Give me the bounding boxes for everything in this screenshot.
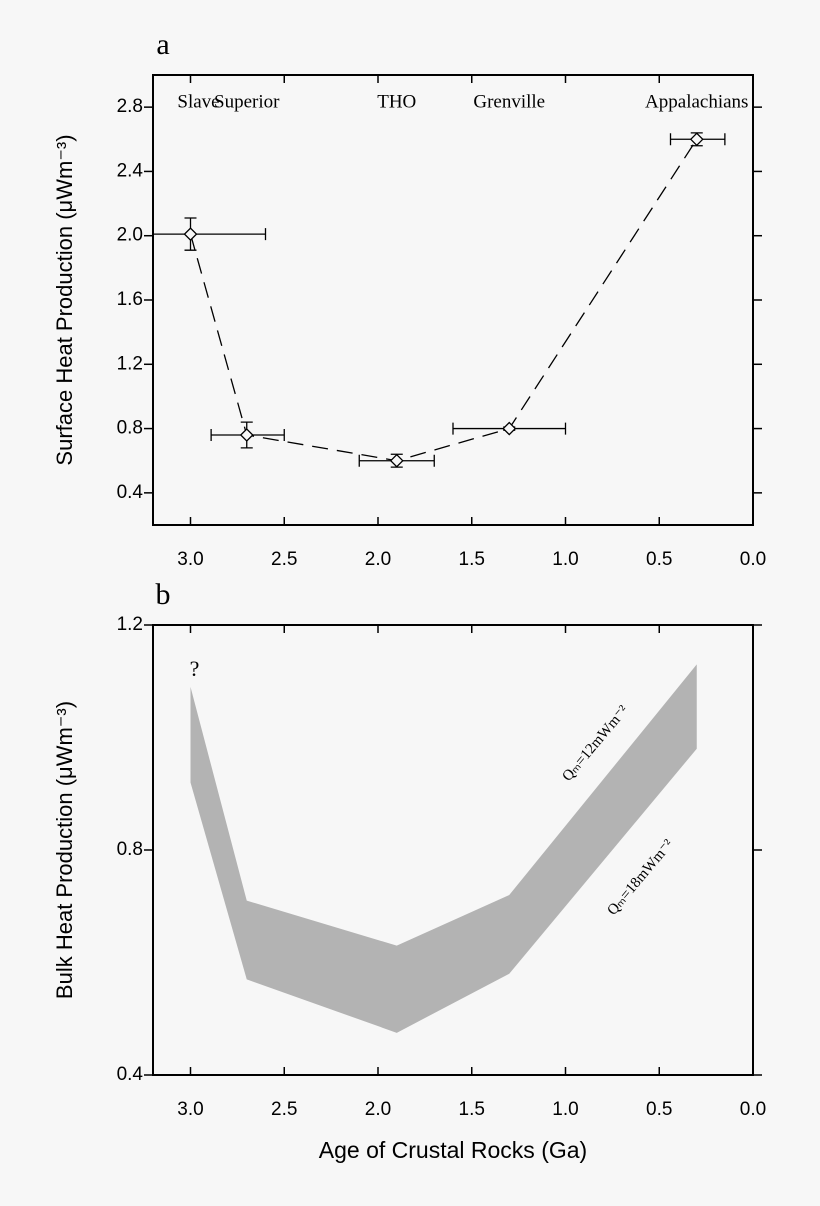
panel-label: a bbox=[156, 28, 169, 61]
y-axis-label: Bulk Heat Production (μWm⁻³) bbox=[52, 701, 77, 999]
trend-line bbox=[189, 138, 698, 462]
x-tick-label: 1.0 bbox=[552, 549, 578, 570]
plot-frame bbox=[152, 74, 754, 526]
marker bbox=[689, 132, 704, 147]
x-tick-label: 3.0 bbox=[177, 1099, 203, 1120]
x-error-bar bbox=[152, 228, 267, 241]
marker bbox=[239, 428, 254, 442]
y-tick-label: 0.4 bbox=[117, 1064, 144, 1085]
x-axis-label: Age of Crustal Rocks (Ga) bbox=[319, 1137, 587, 1163]
y-tick-label: 1.2 bbox=[117, 353, 143, 374]
y-axis-label: Surface Heat Production (μWm⁻³) bbox=[52, 134, 77, 465]
region-label: Superior bbox=[214, 91, 280, 112]
heat-band bbox=[190, 664, 697, 1033]
x-tick-label: 0.0 bbox=[740, 1099, 766, 1120]
region-label: Slave bbox=[177, 91, 219, 112]
annotation: Qₘ=18mWm⁻² bbox=[604, 836, 677, 918]
y-tick-label: 2.8 bbox=[117, 96, 143, 117]
y-tick-label: 0.4 bbox=[117, 482, 144, 503]
y-tick-label: 2.4 bbox=[117, 160, 144, 181]
x-tick-label: 2.0 bbox=[365, 549, 391, 570]
marker bbox=[183, 227, 198, 242]
region-label: Appalachians bbox=[645, 91, 748, 112]
x-tick-label: 1.5 bbox=[459, 549, 485, 570]
y-tick-label: 0.8 bbox=[117, 839, 143, 860]
region-label: THO bbox=[377, 91, 416, 112]
x-tick-label: 3.0 bbox=[177, 549, 203, 570]
x-tick-label: 0.0 bbox=[740, 549, 766, 570]
x-tick-label: 0.5 bbox=[646, 549, 672, 570]
marker bbox=[502, 421, 517, 436]
x-tick-label: 2.5 bbox=[271, 1099, 297, 1120]
panel-label: b bbox=[156, 578, 171, 611]
panel: 3.0 2.5 2.0 1.5 1.0 0.5 0.0 0.4 0.8 1.2 b Bulk Heat… bbox=[52, 578, 766, 1163]
panel: 3.0 2.5 2.0 1.5 1.0 0.5 0.0 0.4 0.8 1.2 1.6 2.0 2.4 2… bbox=[52, 28, 766, 570]
region-label: Grenville bbox=[473, 91, 545, 112]
y-tick-label: 2.0 bbox=[117, 225, 143, 246]
x-tick-label: 0.5 bbox=[646, 1099, 672, 1120]
x-tick-label: 1.0 bbox=[552, 1099, 578, 1120]
x-tick-label: 2.5 bbox=[271, 549, 297, 570]
y-tick-label: 0.8 bbox=[117, 418, 143, 439]
x-tick-label: 1.5 bbox=[459, 1099, 485, 1120]
y-tick-label: 1.2 bbox=[117, 614, 143, 635]
annotation: ? bbox=[190, 656, 200, 681]
x-tick-label: 2.0 bbox=[365, 1099, 391, 1120]
plot-frame bbox=[152, 624, 754, 1076]
y-tick-label: 1.6 bbox=[117, 289, 143, 310]
marker bbox=[389, 453, 404, 468]
